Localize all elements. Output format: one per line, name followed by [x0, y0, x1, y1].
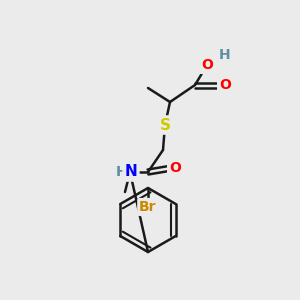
Text: S: S: [160, 118, 170, 133]
Text: O: O: [201, 58, 213, 72]
Text: O: O: [169, 161, 181, 175]
Text: Br: Br: [139, 200, 157, 214]
Text: N: N: [124, 164, 137, 179]
Text: O: O: [219, 78, 231, 92]
Text: H: H: [219, 48, 231, 62]
Text: H: H: [116, 165, 128, 179]
